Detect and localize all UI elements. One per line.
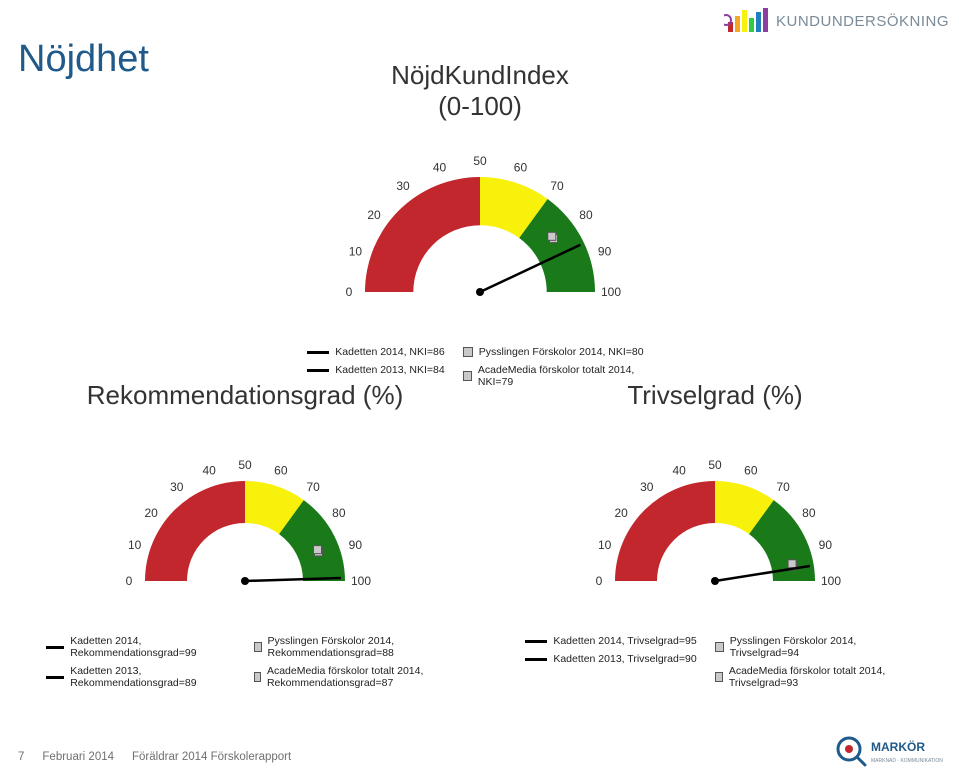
- page-title: Nöjdhet: [18, 38, 149, 81]
- svg-text:40: 40: [672, 464, 686, 478]
- svg-text:20: 20: [367, 208, 381, 222]
- svg-text:60: 60: [274, 464, 288, 478]
- legend-label: AcadeMedia förskolor totalt 2014, Rekomm…: [267, 665, 444, 689]
- line-swatch-icon: [46, 676, 64, 679]
- svg-text:0: 0: [126, 574, 133, 588]
- gauge-title-line1: NöjdKundIndex: [391, 60, 569, 90]
- box-swatch-icon: [715, 672, 723, 682]
- svg-text:0: 0: [346, 285, 353, 299]
- legend-item: Kadetten 2014, Trivselgrad=95: [525, 635, 696, 647]
- svg-text:50: 50: [238, 458, 252, 472]
- gauge-svg-rek: 0 10 20 30 40 50 60 70 80 90 100: [45, 411, 445, 631]
- footer: 7 Februari 2014 Föräldrar 2014 Förskoler…: [18, 751, 291, 763]
- legend-triv: Kadetten 2014, Trivselgrad=95 Kadetten 20…: [490, 635, 940, 689]
- gauge-nki: NöjdKundIndex (0-100) 0 10 20 30 40 50 60 70 80 9…: [260, 60, 700, 388]
- svg-text:MARKNAD · KOMMUNIKATION: MARKNAD · KOMMUNIKATION: [871, 758, 943, 764]
- gauge-title-nki: NöjdKundIndex (0-100): [260, 60, 700, 122]
- svg-text:10: 10: [598, 538, 612, 552]
- legend-item: Kadetten 2013, NKI=84: [307, 364, 444, 376]
- legend-item: Pysslingen Förskolor 2014, NKI=80: [463, 346, 653, 358]
- legend-label: Kadetten 2014, Rekommendationsgrad=99: [70, 635, 236, 659]
- gauge-title-triv: Trivselgrad (%): [490, 380, 940, 411]
- svg-text:MARKÖR: MARKÖR: [871, 739, 925, 754]
- svg-text:20: 20: [144, 506, 158, 520]
- legend-item: Kadetten 2013, Trivselgrad=90: [525, 653, 696, 665]
- footer-report: Föräldrar 2014 Förskolerapport: [132, 751, 291, 763]
- legend-item: AcadeMedia förskolor totalt 2014, Trivse…: [715, 665, 905, 689]
- footer-date: Februari 2014: [42, 751, 114, 763]
- svg-text:90: 90: [598, 245, 612, 259]
- svg-text:60: 60: [744, 464, 758, 478]
- svg-text:10: 10: [128, 538, 142, 552]
- svg-text:0: 0: [596, 574, 603, 588]
- header-brand: KUNDUNDERSÖKNING: [724, 8, 949, 34]
- legend-label: AcadeMedia förskolor totalt 2014, Trivse…: [729, 665, 905, 689]
- legend-label: Pysslingen Förskolor 2014, Rekommendatio…: [268, 635, 444, 659]
- svg-text:40: 40: [202, 464, 216, 478]
- gauge-svg-nki: 0 10 20 30 40 50 60 70 80 90 100: [280, 122, 680, 342]
- gauge-title-rek: Rekommendationsgrad (%): [20, 380, 470, 411]
- svg-text:80: 80: [332, 506, 346, 520]
- legend-rek: Kadetten 2014, Rekommendationsgrad=99 Kad…: [20, 635, 470, 689]
- svg-text:50: 50: [473, 154, 487, 168]
- svg-text:100: 100: [821, 574, 841, 588]
- legend-item: Pysslingen Förskolor 2014, Trivselgrad=9…: [715, 635, 905, 659]
- svg-text:90: 90: [349, 538, 363, 552]
- legend-label: Kadetten 2014, NKI=86: [335, 346, 444, 358]
- markor-logo-icon: MARKÖR MARKNAD · KOMMUNIKATION: [835, 735, 945, 769]
- svg-text:80: 80: [802, 506, 816, 520]
- svg-text:80: 80: [579, 208, 593, 222]
- legend-item: Kadetten 2013, Rekommendationsgrad=89: [46, 665, 236, 689]
- svg-text:50: 50: [708, 458, 722, 472]
- legend-item: Kadetten 2014, NKI=86: [307, 346, 444, 358]
- gauge-svg-triv: 0 10 20 30 40 50 60 70 80 90 100: [515, 411, 915, 631]
- svg-text:100: 100: [351, 574, 371, 588]
- legend-label: Pysslingen Förskolor 2014, Trivselgrad=9…: [730, 635, 905, 659]
- svg-text:20: 20: [614, 506, 628, 520]
- svg-text:60: 60: [514, 161, 528, 175]
- svg-text:30: 30: [170, 480, 184, 494]
- box-swatch-icon: [254, 642, 262, 652]
- legend-label: Kadetten 2013, Rekommendationsgrad=89: [70, 665, 236, 689]
- footer-page: 7: [18, 751, 24, 763]
- box-swatch-icon: [463, 347, 473, 357]
- gauge-rekommendation: Rekommendationsgrad (%) 0 10 20 30 40 50 60 70 8…: [20, 380, 470, 689]
- svg-text:70: 70: [777, 480, 791, 494]
- legend-label: Kadetten 2013, Trivselgrad=90: [553, 653, 696, 665]
- brand-text: KUNDUNDERSÖKNING: [776, 13, 949, 30]
- brand-bars-icon: [724, 8, 770, 34]
- svg-text:90: 90: [819, 538, 833, 552]
- gauge-title-line2: (0-100): [438, 91, 522, 121]
- svg-text:70: 70: [550, 179, 564, 193]
- svg-text:30: 30: [396, 179, 410, 193]
- line-swatch-icon: [525, 640, 547, 643]
- line-swatch-icon: [307, 351, 329, 354]
- svg-text:100: 100: [601, 285, 621, 299]
- gauge-trivsel: Trivselgrad (%) 0 10 20 30 40 50 60 70 80 90 100 K…: [490, 380, 940, 689]
- legend-item: Kadetten 2014, Rekommendationsgrad=99: [46, 635, 236, 659]
- box-swatch-icon: [715, 642, 724, 652]
- legend-item: Pysslingen Förskolor 2014, Rekommendatio…: [254, 635, 444, 659]
- legend-label: Kadetten 2014, Trivselgrad=95: [553, 635, 696, 647]
- legend-item: AcadeMedia förskolor totalt 2014, Rekomm…: [254, 665, 444, 689]
- line-swatch-icon: [525, 658, 547, 661]
- svg-text:30: 30: [640, 480, 654, 494]
- box-swatch-icon: [254, 672, 261, 682]
- svg-text:40: 40: [433, 161, 447, 175]
- svg-text:70: 70: [307, 480, 321, 494]
- line-swatch-icon: [46, 646, 64, 649]
- line-swatch-icon: [307, 369, 329, 372]
- svg-text:10: 10: [349, 245, 363, 259]
- legend-label: Pysslingen Förskolor 2014, NKI=80: [479, 346, 644, 358]
- legend-label: Kadetten 2013, NKI=84: [335, 364, 444, 376]
